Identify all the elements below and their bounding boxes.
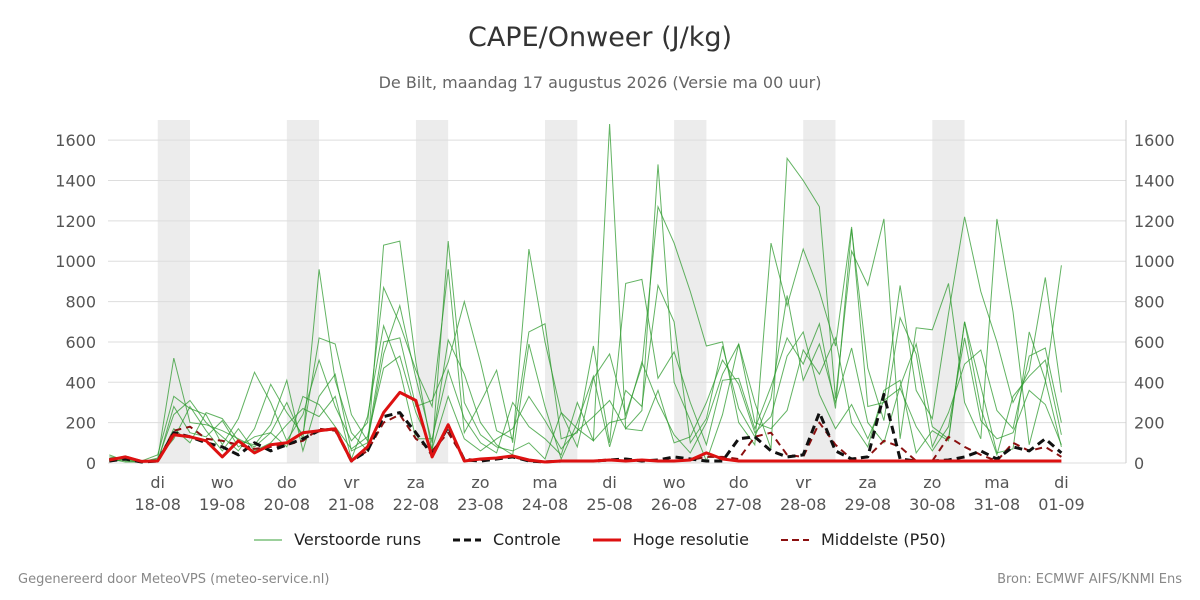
ensemble-swatch-icon bbox=[254, 539, 283, 540]
ensemble-member-line-3 bbox=[109, 123, 1062, 463]
y-tick-label-right-1000: 1000 bbox=[1134, 252, 1175, 271]
hires-swatch-icon bbox=[592, 538, 621, 541]
x-tick-date-13: 31-08 bbox=[974, 495, 1021, 514]
legend-label-control: Controle bbox=[493, 530, 561, 549]
x-tick-day-10: vr bbox=[795, 473, 811, 492]
ensemble-member-line-6 bbox=[109, 283, 1062, 463]
footer-source: Bron: ECMWF AIFS/KNMI Ens bbox=[997, 572, 1182, 587]
y-tick-label-left-1000: 1000 bbox=[55, 252, 96, 271]
y-tick-label-left-0: 0 bbox=[86, 454, 96, 473]
x-tick-date-0: 18-08 bbox=[134, 495, 181, 514]
x-tick-day-5: zo bbox=[471, 473, 489, 492]
x-tick-date-4: 22-08 bbox=[393, 495, 440, 514]
x-tick-day-13: ma bbox=[984, 473, 1009, 492]
y-tick-label-right-200: 200 bbox=[1134, 414, 1165, 433]
footer-generator: Gegenereerd door MeteoVPS (meteo-service… bbox=[18, 572, 330, 587]
shaded-band-3 bbox=[545, 120, 578, 463]
series-line-hoge-resolutie bbox=[109, 390, 1062, 464]
x-tick-date-6: 24-08 bbox=[522, 495, 569, 514]
legend-item-control[interactable]: Controle bbox=[453, 530, 561, 549]
y-tick-label-right-0: 0 bbox=[1134, 454, 1144, 473]
ensemble-member-line-7 bbox=[109, 321, 1062, 463]
x-tick-date-1: 19-08 bbox=[199, 495, 246, 514]
legend-item-ensemble[interactable]: Verstoorde runs bbox=[254, 530, 421, 549]
x-tick-date-3: 21-08 bbox=[328, 495, 375, 514]
y-tick-label-right-400: 400 bbox=[1134, 373, 1165, 392]
shaded-band-0 bbox=[157, 120, 190, 463]
x-tick-date-2: 20-08 bbox=[264, 495, 311, 514]
x-tick-date-11: 29-08 bbox=[845, 495, 892, 514]
x-tick-day-11: za bbox=[859, 473, 877, 492]
y-tick-label-left-800: 800 bbox=[65, 293, 96, 312]
x-tick-day-1: wo bbox=[211, 473, 234, 492]
x-tick-date-10: 28-08 bbox=[780, 495, 827, 514]
shaded-band-6 bbox=[932, 120, 965, 463]
legend-label-ensemble: Verstoorde runs bbox=[294, 530, 422, 549]
median-swatch-icon bbox=[780, 538, 809, 541]
x-tick-day-12: zo bbox=[923, 473, 941, 492]
x-tick-day-3: vr bbox=[343, 473, 359, 492]
x-tick-day-6: ma bbox=[532, 473, 557, 492]
y-tick-label-right-1600: 1600 bbox=[1134, 131, 1175, 150]
x-tick-date-14: 01-09 bbox=[1038, 495, 1085, 514]
control-swatch-icon bbox=[453, 538, 482, 541]
y-tick-label-left-600: 600 bbox=[65, 333, 96, 352]
x-tick-day-9: do bbox=[729, 473, 749, 492]
y-tick-label-right-600: 600 bbox=[1134, 333, 1165, 352]
x-tick-day-2: do bbox=[277, 473, 297, 492]
y-tick-label-right-1200: 1200 bbox=[1134, 212, 1175, 231]
ensemble-member-line-8 bbox=[109, 330, 1062, 463]
chart-subtitle: De Bilt, maandag 17 augustus 2026 (Versi… bbox=[378, 73, 822, 92]
x-tick-date-7: 25-08 bbox=[586, 495, 633, 514]
legend-label-median: Middelste (P50) bbox=[820, 530, 946, 549]
ensemble-member-line-5 bbox=[109, 228, 1062, 463]
x-tick-date-9: 27-08 bbox=[715, 495, 762, 514]
legend: Verstoorde runs Controle Hoge resolutie … bbox=[0, 530, 1200, 549]
y-tick-label-left-1400: 1400 bbox=[55, 172, 96, 191]
y-tick-label-left-200: 200 bbox=[65, 414, 96, 433]
x-tick-day-8: wo bbox=[663, 473, 686, 492]
legend-item-median[interactable]: Middelste (P50) bbox=[780, 530, 946, 549]
y-tick-label-right-1400: 1400 bbox=[1134, 172, 1175, 191]
legend-item-hires[interactable]: Hoge resolutie bbox=[592, 530, 749, 549]
x-tick-day-4: za bbox=[407, 473, 425, 492]
chart-title: CAPE/Onweer (J/kg) bbox=[467, 22, 732, 53]
x-tick-date-12: 30-08 bbox=[909, 495, 956, 514]
x-tick-date-8: 26-08 bbox=[651, 495, 698, 514]
y-tick-label-right-800: 800 bbox=[1134, 293, 1165, 312]
y-tick-label-left-1600: 1600 bbox=[55, 131, 96, 150]
y-tick-label-left-400: 400 bbox=[65, 373, 96, 392]
ensemble-member-line-4 bbox=[109, 204, 1062, 462]
legend-label-hires: Hoge resolutie bbox=[632, 530, 749, 549]
y-tick-label-left-1200: 1200 bbox=[55, 212, 96, 231]
x-tick-day-14: di bbox=[1054, 473, 1069, 492]
x-tick-day-7: di bbox=[602, 473, 617, 492]
x-tick-date-5: 23-08 bbox=[457, 495, 504, 514]
x-tick-day-0: di bbox=[150, 473, 165, 492]
